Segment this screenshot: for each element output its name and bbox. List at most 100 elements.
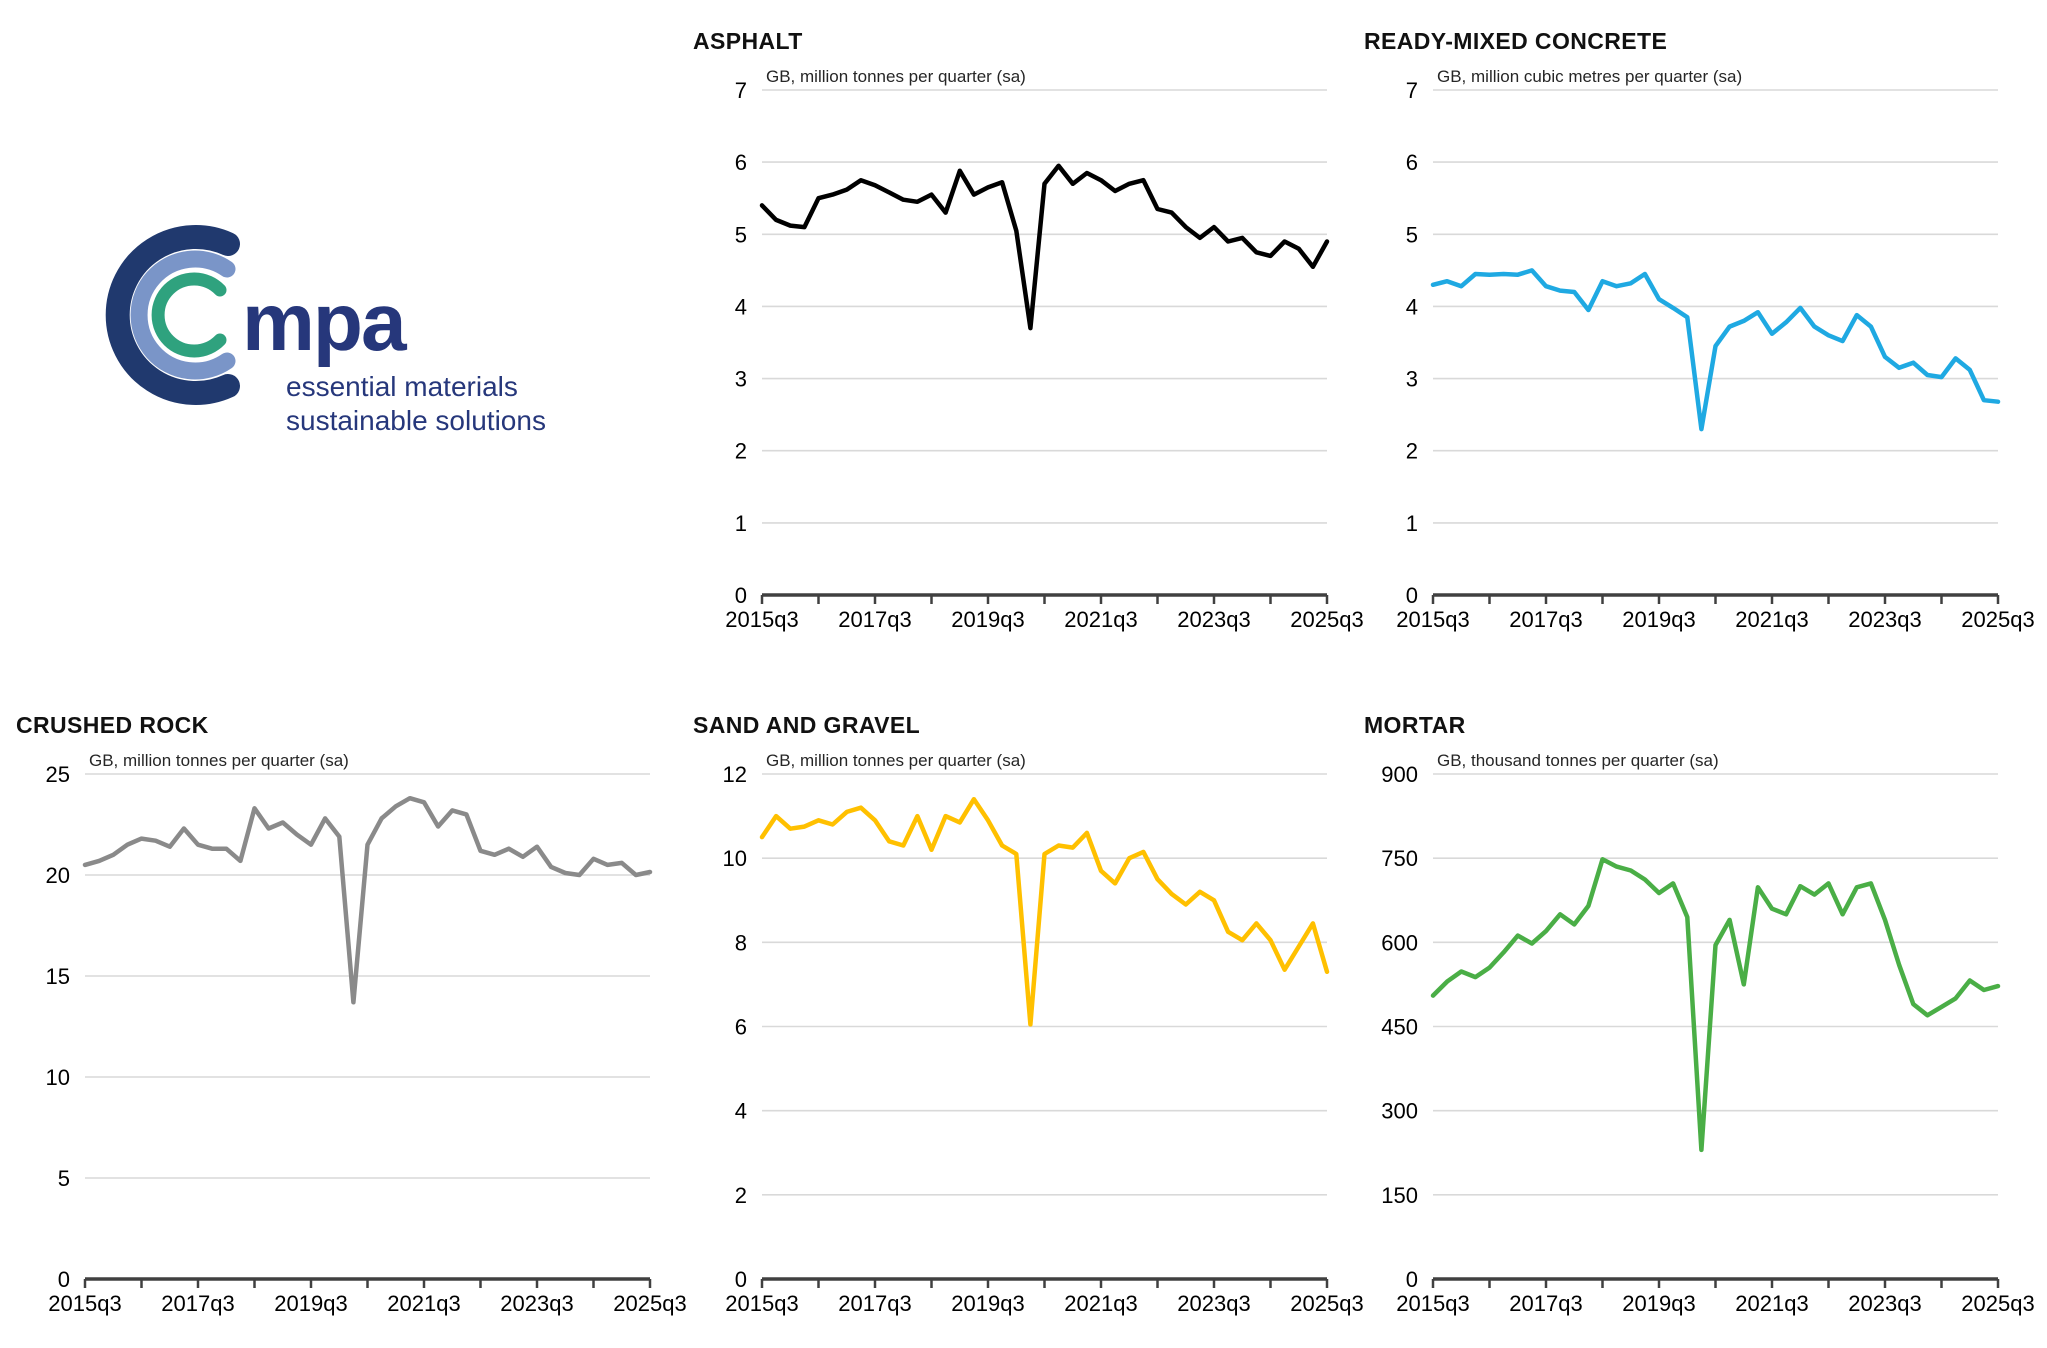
logo-tagline-2: sustainable solutions [286,405,546,436]
axis-unit-label: GB, million tonnes per quarter (sa) [766,751,1026,770]
y-tick-label: 750 [1381,846,1418,871]
crushed-rock-line [82,795,653,1005]
x-tick-label: 2023q3 [1848,607,1921,632]
x-tick-label: 2021q3 [1735,1291,1808,1316]
y-tick-label: 10 [46,1065,70,1090]
x-tick-label: 2023q3 [1848,1291,1921,1316]
x-tick-label: 2021q3 [387,1291,460,1316]
chart-title-crushed-rock: CRUSHED ROCK [16,712,209,738]
mpa-arc-inner-icon [151,272,227,358]
chart-panel-mortar: MORTAR 900 750 600 450 300 150 0 GB, thousand t… [1358,704,2035,1331]
x-tick-label: 2021q3 [1735,607,1808,632]
x-tick-label: 2017q3 [838,607,911,632]
y-tick-label: 3 [735,367,747,392]
logo-tagline-1: essential materials [286,371,518,402]
x-tick-label: 2015q3 [1396,607,1469,632]
y-tick-label: 5 [1406,222,1418,247]
x-tick-label: 2025q3 [1961,1291,2034,1316]
y-tick-label: 1 [735,511,747,536]
brand-name: mpa [242,277,408,368]
sand-and-gravel-line [759,796,1330,1027]
x-tick-label: 2019q3 [951,607,1024,632]
mpa-arc-middle-icon [130,250,236,380]
x-tick-label: 2015q3 [1396,1291,1469,1316]
y-tick-label: 10 [723,846,747,871]
x-tick-label: 2025q3 [1290,1291,1363,1316]
y-tick-label: 900 [1381,762,1418,787]
x-tick-label: 2019q3 [274,1291,347,1316]
asphalt-chart: 7 6 5 4 3 2 1 0 GB, million tonnes per quarter (… [725,67,1363,632]
mortar-chart: 900 750 600 450 300 150 0 GB, thousand tonnes p… [1381,751,2034,1316]
y-tick-label: 2 [735,439,747,464]
x-tick-label: 2017q3 [838,1291,911,1316]
x-tick-label: 2015q3 [48,1291,121,1316]
chart-panel-sand-and-gravel: SAND AND GRAVEL 12 10 8 6 4 2 0 GB, million ton… [687,704,1364,1331]
y-tick-label: 3 [1406,367,1418,392]
x-tick-label: 2025q3 [1290,607,1363,632]
x-tick-label: 2017q3 [161,1291,234,1316]
chart-title-ready-mixed-concrete: READY-MIXED CONCRETE [1364,28,1668,54]
chart-title-mortar: MORTAR [1364,712,1466,738]
y-tick-label: 5 [735,222,747,247]
chart-panel-asphalt: ASPHALT 7 6 5 4 3 2 1 0 GB, million tonnes per q… [687,20,1364,647]
y-tick-label: 4 [735,1099,747,1124]
y-tick-label: 0 [1406,583,1418,608]
chart-panel-ready-mixed-concrete: READY-MIXED CONCRETE 7 6 5 4 3 2 1 0 GB, million… [1358,20,2035,647]
x-tick-label: 2019q3 [1622,607,1695,632]
asphalt-line [759,163,1330,331]
y-tick-label: 7 [1406,78,1418,103]
x-tick-label: 2015q3 [725,607,798,632]
crushed-rock-chart: 25 20 15 10 5 0 GB, million tonnes per quarter… [46,751,687,1316]
axis-unit-label: GB, million tonnes per quarter (sa) [766,67,1026,86]
y-tick-label: 7 [735,78,747,103]
axis-unit-label: GB, thousand tonnes per quarter (sa) [1437,751,1719,770]
chart-panel-crushed-rock: CRUSHED ROCK 25 20 15 10 5 0 GB, million tonne… [10,704,687,1331]
axis-unit-label: GB, million cubic metres per quarter (sa… [1437,67,1742,86]
y-tick-label: 0 [58,1267,70,1292]
y-tick-label: 0 [735,583,747,608]
x-tick-label: 2019q3 [951,1291,1024,1316]
y-tick-label: 4 [735,294,747,319]
y-tick-label: 2 [1406,439,1418,464]
y-tick-label: 150 [1381,1183,1418,1208]
x-tick-label: 2025q3 [613,1291,686,1316]
y-tick-label: 1 [1406,511,1418,536]
sand-and-gravel-chart: 12 10 8 6 4 2 0 GB, million tonnes per quarter … [723,751,1364,1316]
mortar-line [1430,857,2001,1153]
x-tick-label: 2023q3 [500,1291,573,1316]
y-tick-label: 5 [58,1166,70,1191]
x-tick-label: 2017q3 [1509,607,1582,632]
axis-unit-label: GB, million tonnes per quarter (sa) [89,751,349,770]
mpa-logo-graphic: mpa essential materials sustainable solu… [105,225,546,436]
x-tick-label: 2023q3 [1177,607,1250,632]
mpa-logo: mpa essential materials sustainable solu… [100,200,580,450]
y-tick-label: 12 [723,762,747,787]
y-tick-label: 300 [1381,1099,1418,1124]
x-tick-label: 2025q3 [1961,607,2034,632]
chart-title-asphalt: ASPHALT [693,28,803,54]
y-tick-label: 2 [735,1183,747,1208]
x-tick-label: 2021q3 [1064,607,1137,632]
ready-mixed-concrete-line [1430,268,2001,432]
y-tick-label: 25 [46,762,70,787]
y-tick-label: 600 [1381,930,1418,955]
y-tick-label: 450 [1381,1015,1418,1040]
chart-title-sand-and-gravel: SAND AND GRAVEL [693,712,921,738]
y-tick-label: 8 [735,930,747,955]
x-tick-label: 2021q3 [1064,1291,1137,1316]
ready-mixed-concrete-chart: 7 6 5 4 3 2 1 0 GB, million cubic metres per qua… [1396,67,2034,632]
y-tick-label: 6 [735,150,747,175]
x-tick-label: 2023q3 [1177,1291,1250,1316]
x-tick-label: 2015q3 [725,1291,798,1316]
y-tick-label: 4 [1406,294,1418,319]
y-tick-label: 0 [735,1267,747,1292]
y-tick-label: 0 [1406,1267,1418,1292]
x-tick-label: 2019q3 [1622,1291,1695,1316]
y-tick-label: 6 [735,1015,747,1040]
mpa-arc-outer-icon [105,225,240,405]
x-tick-label: 2017q3 [1509,1291,1582,1316]
y-tick-label: 15 [46,964,70,989]
y-tick-label: 20 [46,863,70,888]
y-tick-label: 6 [1406,150,1418,175]
